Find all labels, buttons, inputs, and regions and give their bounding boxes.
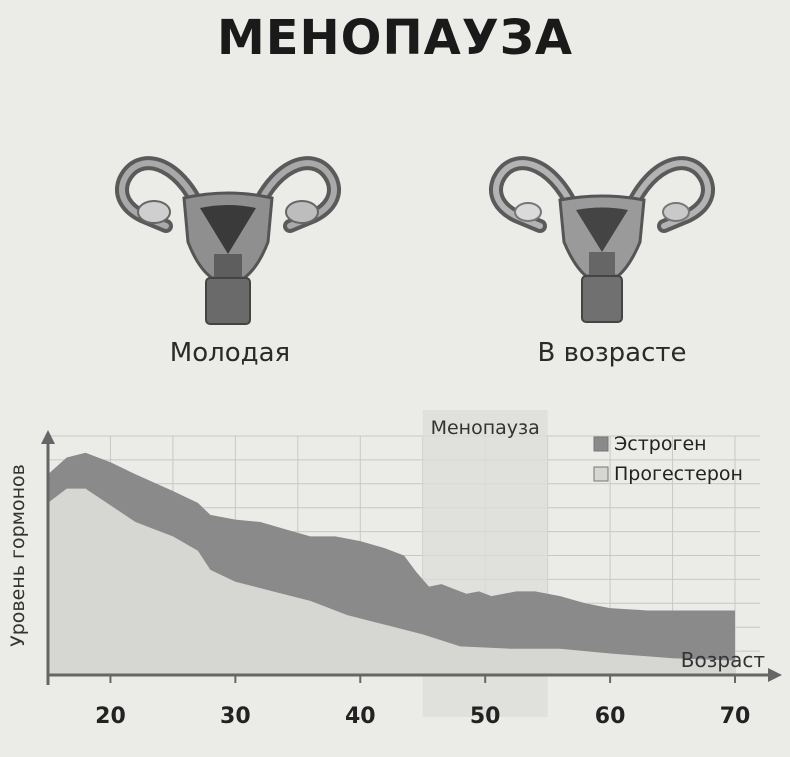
x-axis-label: Возраст <box>681 648 766 672</box>
x-tick-label: 70 <box>720 704 751 729</box>
label-young: Молодая <box>169 338 291 368</box>
x-tick-label: 50 <box>470 704 501 729</box>
y-axis-label: Уровень гормонов <box>7 464 29 647</box>
page-title: МЕНОПАУЗА <box>216 10 574 66</box>
uterus-young-icon <box>115 156 341 325</box>
y-axis-arrow <box>41 430 55 444</box>
x-ticks: 20 30 40 50 60 70 <box>95 675 750 729</box>
uterus-old-icon <box>489 156 715 323</box>
x-tick-label: 40 <box>345 704 376 729</box>
x-tick-label: 60 <box>595 704 626 729</box>
legend-label: Эстроген <box>614 433 707 455</box>
legend: Эстроген Прогестерон <box>593 433 743 485</box>
area-progesterone <box>48 488 736 675</box>
hormone-chart: Менопауза 20 30 40 50 60 70 Возраст Уровень г… <box>7 410 782 729</box>
legend-label: Прогестерон <box>614 463 743 485</box>
x-tick-label: 30 <box>220 704 251 729</box>
x-axis-arrow <box>768 668 782 682</box>
legend-swatch <box>593 466 609 482</box>
x-tick-label: 20 <box>95 704 126 729</box>
menopause-band-label: Менопауза <box>431 417 540 439</box>
label-old: В возрасте <box>537 338 687 368</box>
legend-swatch <box>593 436 609 452</box>
